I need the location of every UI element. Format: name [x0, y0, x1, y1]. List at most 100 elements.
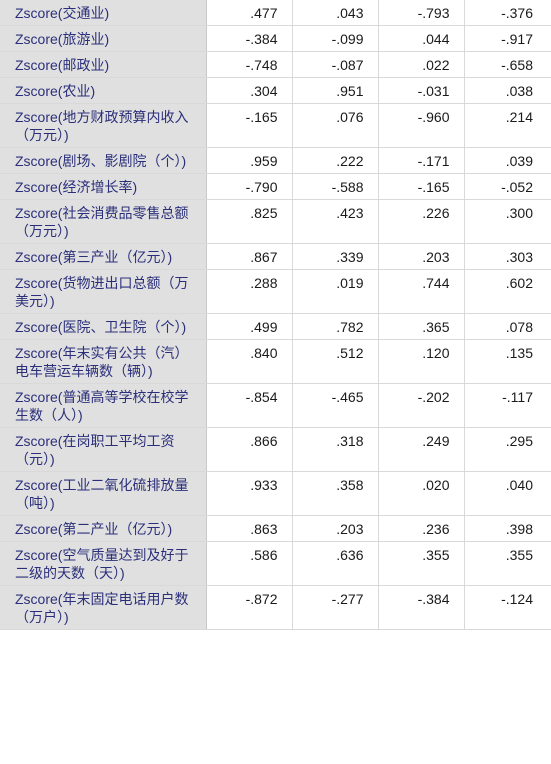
cell-value-component-1: .867 [206, 243, 293, 270]
cell-value-component-1: .959 [206, 147, 293, 174]
cell-value-component-3: -.960 [378, 103, 465, 148]
row-label: Zscore(邮政业) [0, 51, 207, 78]
cell-value-component-1: .288 [206, 269, 293, 314]
cell-value-component-1: .933 [206, 471, 293, 516]
cell-value-component-4: .038 [464, 77, 551, 104]
cell-value-component-2: .043 [292, 0, 379, 26]
cell-value-component-3: .365 [378, 313, 465, 340]
cell-value-component-4: .303 [464, 243, 551, 270]
cell-value-component-3: .355 [378, 541, 465, 586]
cell-value-component-2: .358 [292, 471, 379, 516]
row-label: Zscore(农业) [0, 77, 207, 104]
table-row: Zscore(农业) .304.951 -.031.038 [0, 77, 551, 104]
cell-value-component-2: -.277 [292, 585, 379, 630]
cell-value-component-1: -.854 [206, 383, 293, 428]
cell-value-component-3: .044 [378, 25, 465, 52]
cell-value-component-4: .398 [464, 515, 551, 542]
cell-value-component-2: .636 [292, 541, 379, 586]
table-row: Zscore(第三产业（亿元）) .867.339.203.303 [0, 243, 551, 270]
row-label: Zscore(工业二氧化硫排放量（吨）) [0, 471, 207, 516]
cell-value-component-2: .318 [292, 427, 379, 472]
row-label: Zscore(社会消费品零售总额（万元）) [0, 199, 207, 244]
cell-value-component-4: .602 [464, 269, 551, 314]
cell-value-component-2: .512 [292, 339, 379, 384]
cell-value-component-1: .866 [206, 427, 293, 472]
cell-value-component-2: .222 [292, 147, 379, 174]
row-label: Zscore(交通业) [0, 0, 207, 26]
cell-value-component-2: -.588 [292, 173, 379, 200]
row-label: Zscore(年末固定电话用户数（万户）) [0, 585, 207, 630]
cell-value-component-2: .019 [292, 269, 379, 314]
cell-value-component-1: .825 [206, 199, 293, 244]
cell-value-component-1: -.165 [206, 103, 293, 148]
table-row: Zscore(剧场、影剧院（个）) .959.222 -.171.039 [0, 147, 551, 174]
table-row: Zscore(社会消费品零售总额（万元）) .825.423.226.300 [0, 199, 551, 244]
row-label: Zscore(经济增长率) [0, 173, 207, 200]
cell-value-component-3: -.165 [378, 173, 465, 200]
cell-value-component-2: .423 [292, 199, 379, 244]
cell-value-component-2: .951 [292, 77, 379, 104]
table-body: Zscore(交通业) .477.043 -.793 -.376 Zscore(旅游业)… [0, 0, 551, 630]
table-row: Zscore(年末实有公共（汽）电车营运车辆数（辆）) .840.512.120.… [0, 339, 551, 384]
cell-value-component-1: .304 [206, 77, 293, 104]
cell-value-component-4: .078 [464, 313, 551, 340]
cell-value-component-4: -.658 [464, 51, 551, 78]
row-label: Zscore(剧场、影剧院（个）) [0, 147, 207, 174]
table-row: Zscore(工业二氧化硫排放量（吨）) .933.358.020.040 [0, 471, 551, 516]
table-row: Zscore(邮政业) -.748 -.087.022 -.658 [0, 51, 551, 78]
cell-value-component-4: .135 [464, 339, 551, 384]
cell-value-component-1: .586 [206, 541, 293, 586]
table-row: Zscore(地方财政预算内收入（万元）) -.165.076 -.960.214 [0, 103, 551, 148]
cell-value-component-3: .020 [378, 471, 465, 516]
cell-value-component-2: .076 [292, 103, 379, 148]
cell-value-component-3: .120 [378, 339, 465, 384]
cell-value-component-3: .203 [378, 243, 465, 270]
cell-value-component-4: .214 [464, 103, 551, 148]
table-row: Zscore(空气质量达到及好于二级的天数（天）) .586.636.355.35… [0, 541, 551, 586]
cell-value-component-4: -.917 [464, 25, 551, 52]
cell-value-component-3: .236 [378, 515, 465, 542]
cell-value-component-1: .477 [206, 0, 293, 26]
table-row: Zscore(交通业) .477.043 -.793 -.376 [0, 0, 551, 26]
table-row: Zscore(经济增长率) -.790 -.588 -.165 -.052 [0, 173, 551, 200]
table-row: Zscore(第二产业（亿元）) .863.203.236.398 [0, 515, 551, 542]
cell-value-component-3: -.384 [378, 585, 465, 630]
cell-value-component-1: -.748 [206, 51, 293, 78]
cell-value-component-1: -.384 [206, 25, 293, 52]
row-label: Zscore(货物进出口总额（万美元）) [0, 269, 207, 314]
table-row: Zscore(普通高等学校在校学生数（人）) -.854 -.465 -.202 -.1… [0, 383, 551, 428]
cell-value-component-3: -.793 [378, 0, 465, 26]
row-label: Zscore(年末实有公共（汽）电车营运车辆数（辆）) [0, 339, 207, 384]
cell-value-component-4: -.376 [464, 0, 551, 26]
row-label: Zscore(医院、卫生院（个）) [0, 313, 207, 340]
cell-value-component-2: .782 [292, 313, 379, 340]
cell-value-component-4: .295 [464, 427, 551, 472]
row-label: Zscore(空气质量达到及好于二级的天数（天）) [0, 541, 207, 586]
cell-value-component-3: .022 [378, 51, 465, 78]
cell-value-component-3: .226 [378, 199, 465, 244]
cell-value-component-4: .300 [464, 199, 551, 244]
row-label: Zscore(第二产业（亿元）) [0, 515, 207, 542]
cell-value-component-3: -.171 [378, 147, 465, 174]
cell-value-component-1: .499 [206, 313, 293, 340]
cell-value-component-2: -.087 [292, 51, 379, 78]
cell-value-component-1: -.872 [206, 585, 293, 630]
table-row: Zscore(医院、卫生院（个）) .499.782.365.078 [0, 313, 551, 340]
cell-value-component-3: .744 [378, 269, 465, 314]
table-row: Zscore(货物进出口总额（万美元）) .288.019.744.602 [0, 269, 551, 314]
row-label: Zscore(第三产业（亿元）) [0, 243, 207, 270]
component-matrix-table: Zscore(交通业) .477.043 -.793 -.376 Zscore(旅游业)… [0, 0, 551, 630]
cell-value-component-4: -.117 [464, 383, 551, 428]
cell-value-component-4: .040 [464, 471, 551, 516]
cell-value-component-4: -.124 [464, 585, 551, 630]
row-label: Zscore(旅游业) [0, 25, 207, 52]
cell-value-component-3: -.031 [378, 77, 465, 104]
cell-value-component-1: .840 [206, 339, 293, 384]
cell-value-component-1: .863 [206, 515, 293, 542]
cell-value-component-4: .355 [464, 541, 551, 586]
table-row: Zscore(在岗职工平均工资（元）) .866.318.249.295 [0, 427, 551, 472]
cell-value-component-3: -.202 [378, 383, 465, 428]
cell-value-component-4: -.052 [464, 173, 551, 200]
table-row: Zscore(年末固定电话用户数（万户）) -.872 -.277 -.384 -.12… [0, 585, 551, 630]
cell-value-component-3: .249 [378, 427, 465, 472]
